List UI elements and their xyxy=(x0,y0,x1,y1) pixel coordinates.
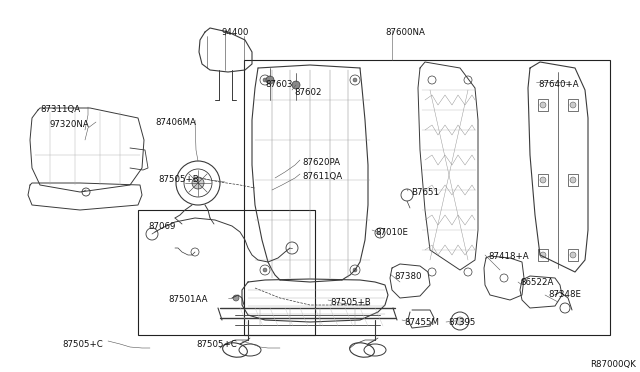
Circle shape xyxy=(570,102,576,108)
Text: 87348E: 87348E xyxy=(548,290,581,299)
Bar xyxy=(244,60,610,335)
Circle shape xyxy=(456,317,464,325)
Text: 94400: 94400 xyxy=(222,28,250,37)
Text: 86522A: 86522A xyxy=(520,278,554,287)
Text: 87602: 87602 xyxy=(294,88,321,97)
Circle shape xyxy=(570,252,576,258)
Text: 87010E: 87010E xyxy=(375,228,408,237)
Text: 87395: 87395 xyxy=(448,318,476,327)
Text: 87311QA: 87311QA xyxy=(40,105,80,114)
Text: 87455M: 87455M xyxy=(404,318,439,327)
Text: 87600NA: 87600NA xyxy=(385,28,425,37)
Circle shape xyxy=(266,76,274,84)
Circle shape xyxy=(263,78,267,82)
Text: 87069: 87069 xyxy=(148,222,175,231)
Text: 87505+B: 87505+B xyxy=(330,298,371,307)
Circle shape xyxy=(353,268,357,272)
Bar xyxy=(568,174,578,186)
Circle shape xyxy=(292,81,300,89)
Text: 87505+C: 87505+C xyxy=(62,340,103,349)
Text: 87640+A: 87640+A xyxy=(538,80,579,89)
Bar xyxy=(568,99,578,111)
Bar xyxy=(538,99,548,111)
Text: 87501AA: 87501AA xyxy=(168,295,207,304)
Text: 87406MA: 87406MA xyxy=(155,118,196,127)
Text: 87418+A: 87418+A xyxy=(488,252,529,261)
Text: 87620PA: 87620PA xyxy=(302,158,340,167)
Text: 87603: 87603 xyxy=(265,80,292,89)
Circle shape xyxy=(570,177,576,183)
Circle shape xyxy=(540,252,546,258)
Bar xyxy=(138,210,315,335)
Bar xyxy=(568,249,578,261)
Text: B7651: B7651 xyxy=(411,188,439,197)
Circle shape xyxy=(353,78,357,82)
Circle shape xyxy=(540,177,546,183)
Bar xyxy=(538,249,548,261)
Text: 97320NA: 97320NA xyxy=(50,120,90,129)
Text: 87380: 87380 xyxy=(394,272,422,281)
Circle shape xyxy=(540,102,546,108)
Text: 87505+C: 87505+C xyxy=(196,340,237,349)
Circle shape xyxy=(263,268,267,272)
Text: R87000QK: R87000QK xyxy=(590,360,636,369)
Circle shape xyxy=(192,177,204,189)
Text: 87611QA: 87611QA xyxy=(302,172,342,181)
Text: 87505+B: 87505+B xyxy=(158,175,199,184)
Bar xyxy=(538,174,548,186)
Circle shape xyxy=(233,295,239,301)
